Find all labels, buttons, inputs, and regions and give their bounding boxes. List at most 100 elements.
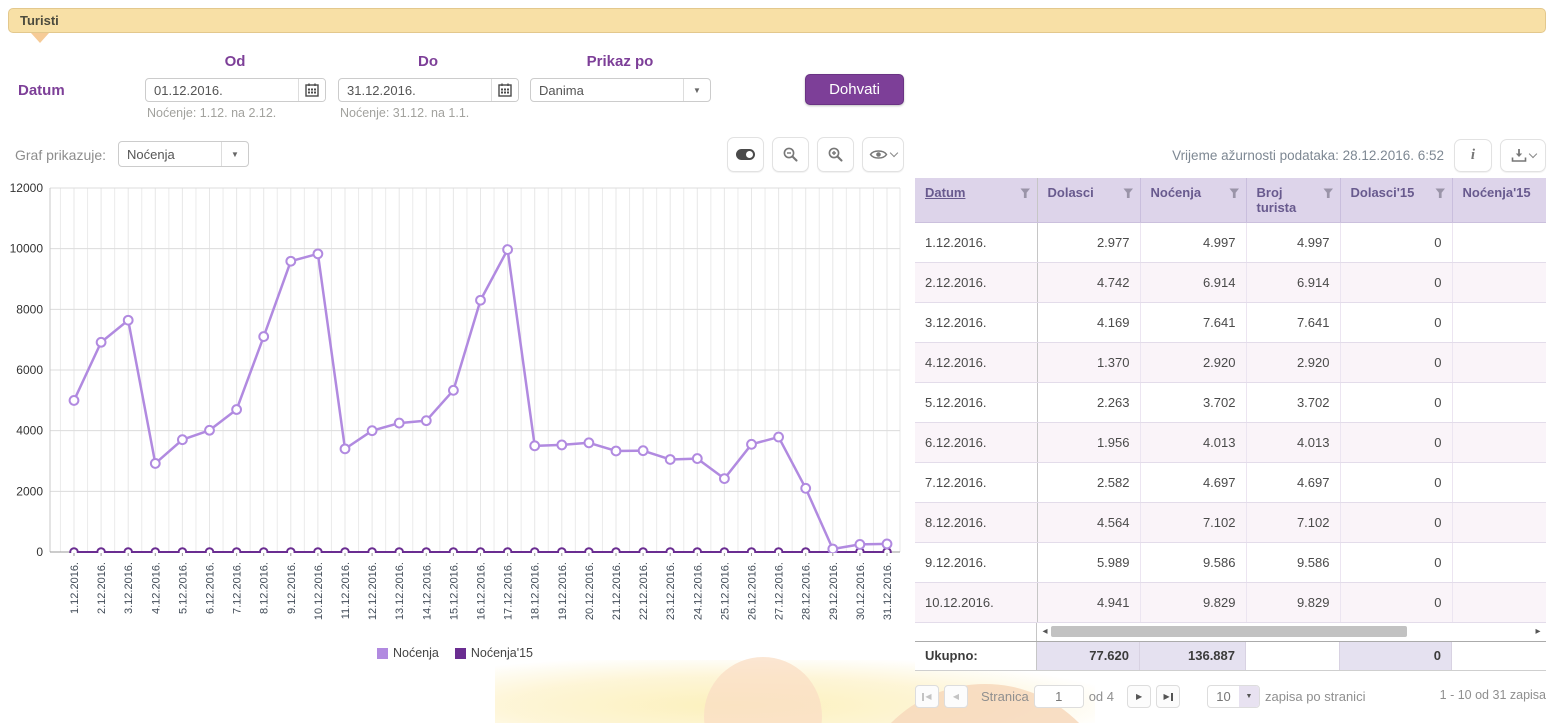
page-size-label: zapisa po stranici: [1265, 689, 1365, 704]
cell-value: 4.742: [1037, 262, 1140, 302]
cell-value: 9.829: [1140, 582, 1246, 622]
cell-value: 4.941: [1037, 582, 1140, 622]
table-row[interactable]: 1.12.2016.2.9774.9974.9970: [915, 222, 1546, 262]
legend-item[interactable]: Noćenja: [377, 646, 439, 660]
filter-icon[interactable]: [1229, 188, 1240, 199]
table-row[interactable]: 3.12.2016.4.1697.6417.6410: [915, 302, 1546, 342]
cell-value: 2.920: [1140, 342, 1246, 382]
stranica-label: Stranica: [981, 689, 1029, 704]
table-row[interactable]: 5.12.2016.2.2633.7023.7020: [915, 382, 1546, 422]
cell-date: 9.12.2016.: [915, 542, 1037, 582]
column-header[interactable]: Noćenja'15: [1452, 178, 1546, 222]
svg-text:11.12.2016.: 11.12.2016.: [340, 562, 352, 619]
svg-text:24.12.2016.: 24.12.2016.: [692, 562, 704, 620]
dohvati-button[interactable]: Dohvati: [805, 74, 904, 105]
svg-text:31.12.2016.: 31.12.2016.: [882, 562, 894, 620]
filter-icon[interactable]: [1323, 188, 1334, 199]
zoom-out-icon: [782, 146, 799, 163]
cell-value: 7.641: [1246, 302, 1340, 342]
section-pointer-arrow: [31, 33, 49, 43]
column-header[interactable]: Noćenja: [1140, 178, 1246, 222]
chart-controls: [727, 137, 904, 172]
table-head: DatumDolasciNoćenjaBroj turistaDolasci'1…: [915, 178, 1546, 222]
scroll-left-arrow[interactable]: ◂: [1039, 627, 1051, 637]
cell-value: 7.641: [1140, 302, 1246, 342]
svg-text:3.12.2016.: 3.12.2016.: [123, 562, 135, 614]
table-row[interactable]: 10.12.2016.4.9419.8299.8290: [915, 582, 1546, 622]
svg-text:28.12.2016.: 28.12.2016.: [801, 562, 813, 620]
filter-icon[interactable]: [1435, 188, 1446, 199]
cell-value: 0: [1340, 542, 1452, 582]
page-size-select[interactable]: 10 ▼: [1207, 685, 1260, 708]
cell-value: [1452, 262, 1546, 302]
toggle-series-button[interactable]: [727, 137, 764, 172]
table-horizontal-scrollbar: ◂ ▸: [915, 623, 1546, 641]
download-icon: [1511, 148, 1527, 163]
cell-value: [1452, 222, 1546, 262]
cell-value: 0: [1340, 382, 1452, 422]
page-size-value: 10: [1208, 686, 1239, 707]
last-page-button[interactable]: ▶: [1156, 685, 1180, 708]
table-row[interactable]: 8.12.2016.4.5647.1027.1020: [915, 502, 1546, 542]
cell-value: 6.914: [1140, 262, 1246, 302]
table-row[interactable]: 6.12.2016.1.9564.0134.0130: [915, 422, 1546, 462]
svg-text:1.12.2016.: 1.12.2016.: [69, 562, 81, 614]
scroll-right-arrow[interactable]: ▸: [1532, 627, 1544, 637]
filter-icon[interactable]: [1123, 188, 1134, 199]
zoom-in-button[interactable]: [817, 137, 854, 172]
date-from-input[interactable]: [146, 79, 298, 101]
table-row[interactable]: 2.12.2016.4.7426.9146.9140: [915, 262, 1546, 302]
column-header[interactable]: Dolasci: [1037, 178, 1140, 222]
frozen-column-spacer: [915, 623, 1037, 641]
section-header-turisti[interactable]: Turisti: [8, 8, 1546, 33]
svg-text:17.12.2016.: 17.12.2016.: [503, 562, 515, 620]
next-page-button[interactable]: ▶: [1127, 685, 1151, 708]
scrollbar-track[interactable]: [1051, 626, 1532, 638]
filter-icon[interactable]: [1020, 188, 1031, 199]
info-button[interactable]: i: [1454, 139, 1492, 172]
cell-value: 9.586: [1246, 542, 1340, 582]
cell-value: 2.263: [1037, 382, 1140, 422]
table-toolbar: Vrijeme ažurnosti podataka: 28.12.2016. …: [915, 137, 1546, 173]
calendar-button-to[interactable]: [491, 79, 518, 101]
column-header[interactable]: Datum: [915, 178, 1037, 222]
chevron-down-icon: ▼: [1239, 686, 1259, 707]
date-from-field: [145, 78, 326, 102]
svg-text:13.12.2016.: 13.12.2016.: [394, 562, 406, 620]
cell-value: 1.370: [1037, 342, 1140, 382]
zoom-out-button[interactable]: [772, 137, 809, 172]
scrollbar-thumb[interactable]: [1051, 626, 1407, 637]
graf-prikazuje-label: Graf prikazuje:: [15, 147, 106, 163]
cell-value: 2.920: [1246, 342, 1340, 382]
export-menu-button[interactable]: [1500, 139, 1546, 172]
calendar-button-from[interactable]: [298, 79, 325, 101]
column-header[interactable]: Broj turista: [1246, 178, 1340, 222]
cell-value: 4.013: [1246, 422, 1340, 462]
cell-value: 0: [1340, 582, 1452, 622]
table-row[interactable]: 7.12.2016.2.5824.6974.6970: [915, 462, 1546, 502]
cell-value: [1452, 342, 1546, 382]
first-page-button[interactable]: ◀: [915, 685, 939, 708]
table-row[interactable]: 4.12.2016.1.3702.9202.9200: [915, 342, 1546, 382]
data-table-region: DatumDolasciNoćenjaBroj turistaDolasci'1…: [915, 178, 1546, 709]
chevron-down-icon: [1528, 149, 1536, 157]
svg-text:6000: 6000: [16, 363, 43, 377]
cell-value: 1.956: [1037, 422, 1140, 462]
previous-page-button[interactable]: ◀: [944, 685, 968, 708]
svg-text:8000: 8000: [16, 302, 43, 316]
svg-text:14.12.2016.: 14.12.2016.: [421, 562, 433, 620]
date-to-input[interactable]: [339, 79, 491, 101]
prikaz-po-select[interactable]: Danima ▼: [530, 78, 711, 102]
page-title: Turisti: [9, 13, 59, 28]
column-header[interactable]: Dolasci'15: [1340, 178, 1452, 222]
legend-label: Noćenja'15: [471, 646, 533, 660]
page-number-input[interactable]: [1034, 685, 1084, 708]
legend-item[interactable]: Noćenja'15: [455, 646, 533, 660]
totals-value: [1452, 642, 1546, 670]
cell-date: 3.12.2016.: [915, 302, 1037, 342]
graf-prikazuje-select[interactable]: Noćenja ▼: [118, 141, 249, 167]
chart-legend: Noćenja Noćenja'15: [0, 646, 910, 660]
prikaz-po-label: Prikaz po: [530, 53, 710, 70]
table-row[interactable]: 9.12.2016.5.9899.5869.5860: [915, 542, 1546, 582]
visibility-menu-button[interactable]: [862, 137, 904, 172]
